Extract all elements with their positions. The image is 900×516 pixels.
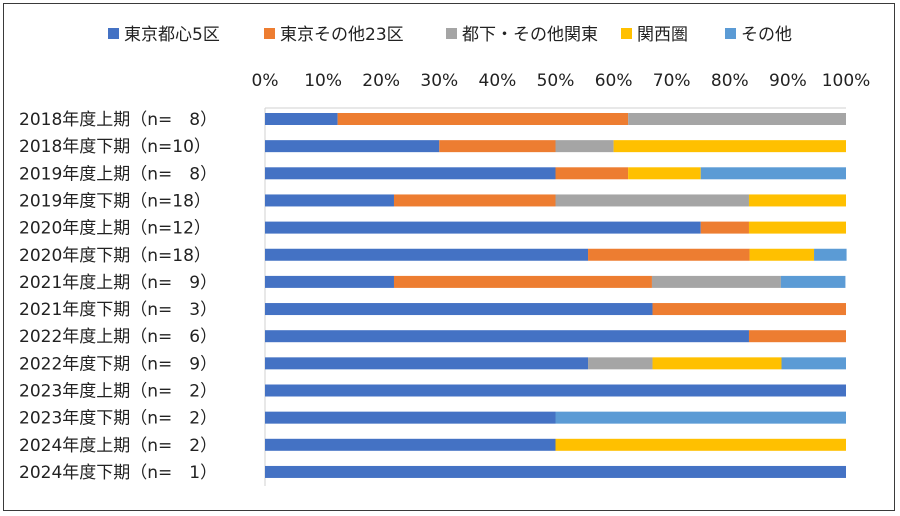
x-tick-label: 70% [653,71,691,91]
category-label: 2022年度上期（n= 6） [19,327,217,347]
legend-label-5: その他 [741,25,792,45]
x-tick-label: 50% [537,71,575,91]
legend-label-2: 東京その他23区 [280,25,404,45]
x-tick-label: 60% [595,71,633,91]
x-tick-label: 40% [479,71,517,91]
bar-segment-1 [265,194,394,207]
bar-segment-2 [393,194,556,207]
bar-segment-2 [748,330,846,343]
bar-segment-2 [555,167,629,180]
bar-segment-1 [265,140,440,153]
x-tick-label: 20% [362,71,400,91]
legend-label-4: 関西圏 [637,25,688,45]
bar-segment-3 [651,275,781,288]
category-label: 2018年度下期（n=10） [19,137,211,157]
category-label: 2024年度上期（n= 2） [19,436,217,456]
bar-segment-1 [265,384,846,397]
legend-swatch-2 [264,28,275,39]
bar-segment-2 [700,221,749,234]
x-tick-label: 80% [711,71,749,91]
bar-segment-1 [265,248,589,261]
category-label: 2019年度下期（n=18） [19,191,211,211]
bar-segment-1 [265,438,556,451]
bar-segment-2 [393,275,652,288]
bar-segment-4 [748,194,846,207]
bar-segment-1 [265,303,653,316]
legend-swatch-1 [108,28,119,39]
bar-segment-1 [265,113,338,125]
x-tick-label: 30% [420,71,458,91]
category-label: 2023年度上期（n= 2） [19,382,217,402]
category-label: 2020年度下期（n=18） [19,246,211,266]
category-label: 2022年度下期（n= 9） [19,354,217,374]
bar-segment-1 [265,330,749,343]
legend-swatch-4 [621,28,632,39]
category-label: 2018年度上期（n= 8） [19,110,217,130]
bar-segment-3 [555,140,614,153]
bar-segment-2 [337,113,629,125]
x-tick-label: 10% [304,71,342,91]
bar-segment-1 [265,275,394,288]
bar-segment-3 [555,194,749,207]
category-label: 2023年度下期（n= 2） [19,409,217,429]
bar-segment-1 [265,411,556,424]
bar-segment-4 [555,438,846,451]
bar-segment-4 [628,167,701,180]
category-label: 2021年度上期（n= 9） [19,273,217,293]
bar-segment-2 [652,303,846,316]
bar-segment-1 [265,221,701,234]
bar-segment-1 [265,465,846,478]
bar-segment-4 [613,140,846,153]
bar-segment-1 [265,357,589,370]
category-label: 2019年度上期（n= 8） [19,164,217,184]
bar-segment-2 [588,248,750,261]
bar-segment-1 [265,167,556,180]
x-tick-label: 100% [822,71,871,91]
category-label: 2024年度下期（n= 1） [19,463,217,483]
bar-segment-3 [588,357,653,370]
legend-swatch-3 [446,28,457,39]
bar-segment-2 [439,140,556,153]
bar-segment-5 [555,411,846,424]
bar-segment-4 [749,248,815,261]
category-label: 2020年度上期（n=12） [19,219,211,239]
bar-segment-5 [780,275,846,288]
category-label: 2021年度下期（n= 3） [19,300,217,320]
bar-segment-3 [628,113,846,125]
legend-label-1: 東京都心5区 [124,25,220,45]
bar-segment-5 [814,248,847,261]
x-tick-label: 90% [769,71,807,91]
x-tick-label: 0% [252,71,279,91]
legend-label-3: 都下・その他関東 [462,25,598,45]
bar-segment-4 [748,221,846,234]
bar-segment-5 [781,357,846,370]
legend-swatch-5 [725,28,736,39]
bar-segment-5 [700,167,846,180]
bar-segment-4 [652,357,782,370]
